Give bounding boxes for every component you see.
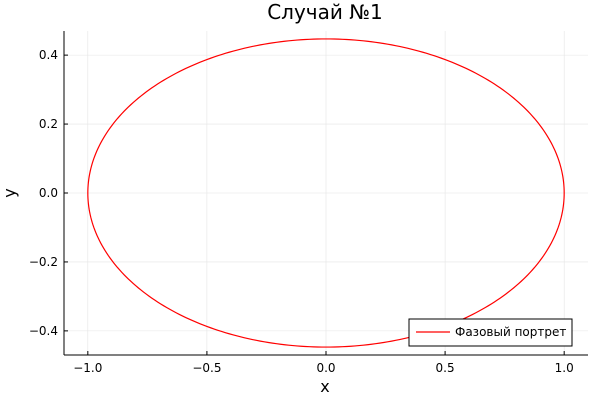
x-axis-label: x: [320, 377, 329, 396]
x-tick-label: 0.5: [436, 361, 455, 375]
y-tick-label: −0.2: [29, 255, 58, 269]
x-tick-label: −0.5: [192, 361, 221, 375]
chart-title: Случай №1: [267, 0, 383, 24]
y-axis-label: y: [0, 188, 19, 197]
x-tick-label: 0.0: [316, 361, 335, 375]
y-tick-label: 0.0: [39, 186, 58, 200]
legend-label-phase-portrait: Фазовый портрет: [455, 325, 566, 339]
legend: Фазовый портрет: [408, 318, 573, 347]
ticks: −1.0 −0.5 0.0 0.5 1.0 −0.4 −0.2 0.0 0.2 0.4: [29, 48, 574, 375]
x-tick-label: 1.0: [555, 361, 574, 375]
y-tick-label: −0.4: [29, 324, 58, 338]
x-tick-label: −1.0: [73, 361, 102, 375]
grid: [64, 31, 588, 355]
y-tick-label: 0.4: [39, 48, 58, 62]
y-tick-label: 0.2: [39, 117, 58, 131]
